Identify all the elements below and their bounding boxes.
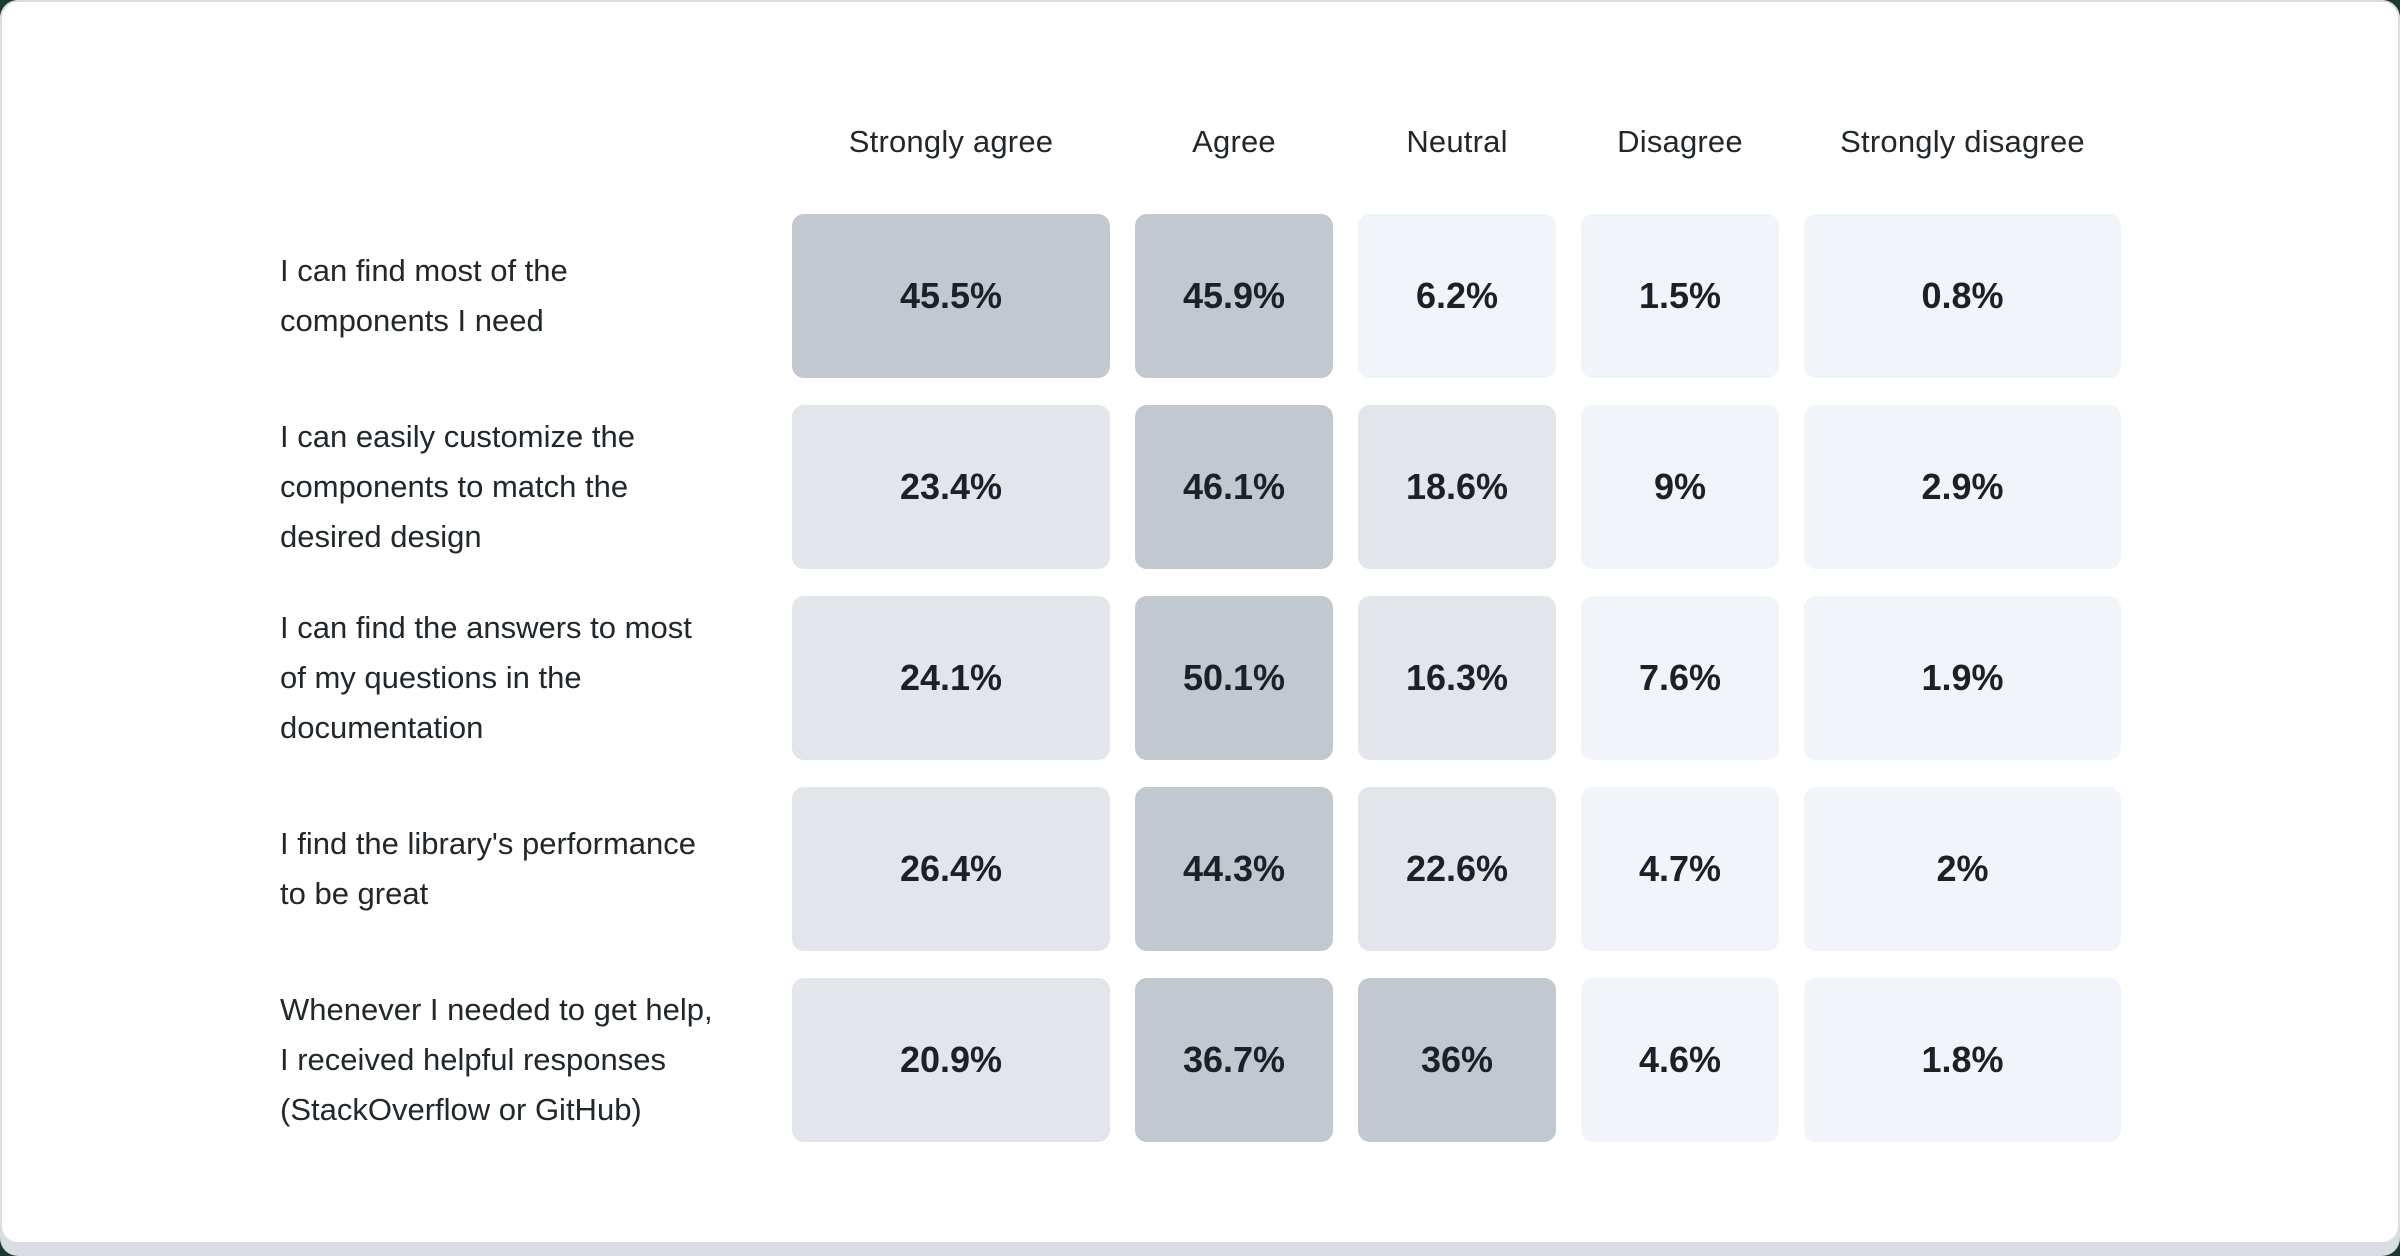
heatmap-cell: 45.5% [792,214,1110,378]
row-label: Whenever I needed to get help, I receive… [280,992,713,1127]
heatmap-cell: 46.1% [1135,405,1333,569]
heatmap-cell: 4.7% [1581,787,1779,951]
heatmap-cell: 18.6% [1358,405,1556,569]
heatmap-cell: 20.9% [792,978,1110,1142]
row-label: I can find the answers to most of my que… [280,610,692,745]
row-label: I find the library's performance to be g… [280,826,696,911]
heatmap-cell: 44.3% [1135,787,1333,951]
row-label: I can find most of the components I need [280,253,568,338]
heatmap-cell: 2% [1804,787,2121,951]
heatmap-cell: 4.6% [1581,978,1779,1142]
heatmap-cell: 22.6% [1358,787,1556,951]
heatmap-cell: 24.1% [792,596,1110,760]
heatmap-cell: 26.4% [792,787,1110,951]
column-header: Disagree [1617,124,1743,159]
heatmap-cell: 45.9% [1135,214,1333,378]
column-header-row: Strongly agree Agree Neutral Disagree Strong… [280,120,2121,164]
column-header: Strongly disagree [1840,124,2085,159]
column-header: Agree [1192,124,1276,159]
heatmap-grid: I can find most of the components I need… [280,214,2121,1142]
heatmap-cell: 1.5% [1581,214,1779,378]
heatmap-cell: 23.4% [792,405,1110,569]
column-header: Strongly agree [848,124,1054,159]
column-header: Neutral [1406,124,1508,159]
heatmap-cell: 6.2% [1358,214,1556,378]
heatmap-cell: 36.7% [1135,978,1333,1142]
heatmap-cell: 1.9% [1804,596,2121,760]
heatmap-cell: 7.6% [1581,596,1779,760]
heatmap-cell: 9% [1581,405,1779,569]
heatmap-cell: 1.8% [1804,978,2121,1142]
heatmap-cell: 50.1% [1135,596,1333,760]
heatmap-cell: 16.3% [1358,596,1556,760]
heatmap-cell: 36% [1358,978,1556,1142]
heatmap-cell: 2.9% [1804,405,2121,569]
heatmap-cell: 0.8% [1804,214,2121,378]
row-label: I can easily customize the components to… [280,419,635,554]
